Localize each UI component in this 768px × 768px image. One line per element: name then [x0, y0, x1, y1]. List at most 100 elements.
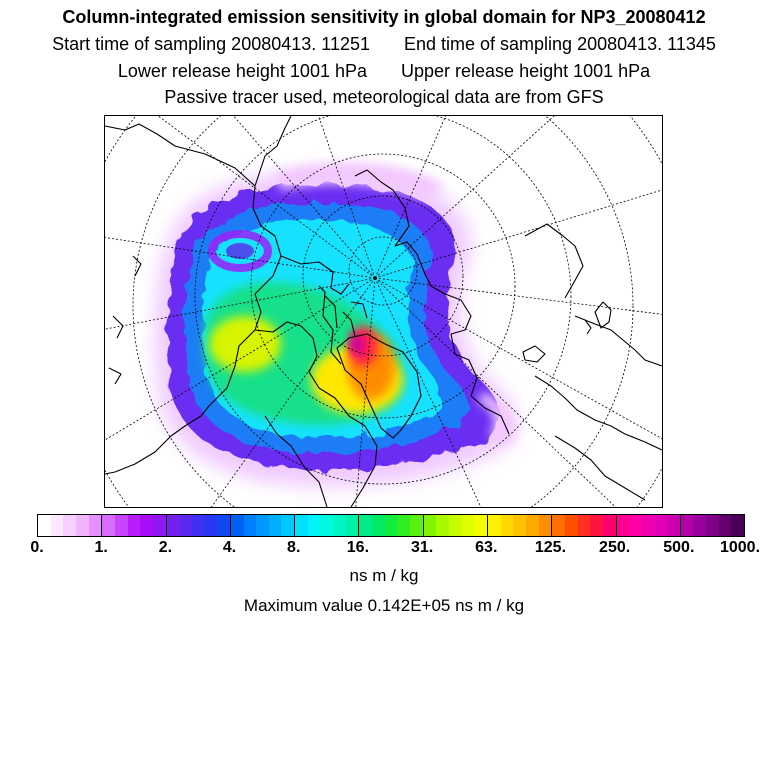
colorbar-segment: [731, 515, 745, 536]
colorbar-segment: [500, 515, 514, 536]
plume-yellow-west: [209, 316, 281, 372]
colorbar-segment: [564, 515, 578, 536]
coastline-north-america: [394, 241, 510, 435]
sampling-times-line: Start time of sampling 20080413. 11251 En…: [0, 33, 768, 55]
colorbar-tick-label: 2.: [158, 539, 173, 556]
latitude-circle-50: [194, 116, 572, 485]
colorbar-segment: [654, 515, 668, 536]
colorbar-segment: [101, 515, 115, 536]
colorbar-segment: [281, 515, 295, 536]
colorbar-segment: [243, 515, 257, 536]
colorbar-segment: [127, 515, 141, 536]
latitude-circle-80: [348, 236, 418, 306]
maximum-value-label: Maximum value 0.142E+05 ns m / kg: [243, 596, 525, 615]
end-time-label: End time of sampling 20080413. 11345: [403, 34, 716, 54]
colorbar-segment: [474, 515, 487, 536]
colorbar-tick-label: 500.: [663, 539, 695, 556]
colorbar-tick-label: 31.: [410, 539, 434, 556]
colorbar-segment: [551, 515, 565, 536]
colorbar-segment: [397, 515, 411, 536]
colorbar-tick-label: 0.: [30, 539, 44, 556]
release-heights-line: Lower release height 1001 hPa Upper relea…: [0, 60, 768, 82]
colorbar-segment: [384, 515, 398, 536]
colorbar-segment: [641, 515, 655, 536]
colorbar-segment: [88, 515, 102, 536]
coastline-europe: [264, 415, 328, 507]
colorbar-tick-label: 1000.: [719, 539, 761, 556]
colorbar-segment: [268, 515, 282, 536]
vortex-ring: [208, 230, 272, 272]
latitude-circle-60: [250, 153, 516, 419]
colorbar-tick-label: 8.: [287, 539, 301, 556]
colorbar-segment: [513, 515, 526, 536]
colorbar-segment: [615, 515, 630, 536]
colorbar-segment: [679, 515, 694, 536]
meridian: [374, 277, 617, 507]
colorbar-segment: [114, 515, 128, 536]
meridian: [374, 116, 555, 279]
colorbar-segment: [333, 515, 346, 536]
tracer-note: Passive tracer used, meteorological data…: [164, 87, 604, 107]
coastline-east-asia-islands: [108, 255, 142, 385]
fringe-north: [275, 162, 445, 200]
colorbar-segment: [461, 515, 475, 536]
colorbar-tick-label: 16.: [346, 539, 370, 556]
colorbar-segment: [577, 515, 591, 536]
colorbar-segment: [204, 515, 218, 536]
colorbar-segment: [294, 515, 308, 536]
colorbar-tick-label: 250.: [599, 539, 631, 556]
upper-release-label: Upper release height 1001 hPa: [401, 61, 651, 81]
colorbar-tick-label: 125.: [534, 539, 567, 556]
coastline-kamchatka: [254, 116, 292, 187]
plume-magenta-spot: [350, 334, 364, 354]
colorbar-segment: [140, 515, 153, 536]
coastline-atlantic-europe: [524, 223, 662, 367]
meridian: [105, 277, 376, 330]
colorbar-segment: [191, 515, 205, 536]
lower-release-label: Lower release height 1001 hPa: [117, 61, 367, 81]
colorbar-segment: [693, 515, 707, 536]
colorbar-segment: [63, 515, 76, 536]
colorbar-segment: [345, 515, 359, 536]
meridian: [105, 277, 376, 441]
coastline-alaska: [354, 169, 410, 247]
coastline-scandinavia: [254, 321, 378, 507]
colorbar-segment: [590, 515, 603, 536]
colorbar-segment: [538, 515, 552, 536]
vortex-center: [226, 243, 254, 259]
colorbar-segment: [307, 515, 321, 536]
coastline-mediterranean: [534, 375, 662, 501]
colorbar-segment: [718, 515, 732, 536]
meridian: [210, 277, 376, 507]
colorbar-units: ns m / kg: [349, 566, 419, 585]
meridian: [374, 189, 662, 279]
coastline-iceland: [522, 345, 546, 363]
colorbar-tick-label: 4.: [222, 539, 237, 556]
graticule: [105, 116, 662, 507]
colorbar-segment: [449, 515, 462, 536]
colorbar-segment: [152, 515, 166, 536]
latitude-circle-40: [132, 116, 634, 507]
colorbar-segment: [217, 515, 230, 536]
emission-sensitivity-map: [104, 115, 663, 508]
colorbar: [37, 514, 745, 537]
colorbar-tick-label: 1.: [94, 539, 108, 556]
colorbar-segment: [706, 515, 719, 536]
latitude-circle-70: [302, 195, 464, 357]
fringe-east: [477, 392, 515, 446]
colorbar-segment: [525, 515, 539, 536]
coastlines: [105, 116, 662, 507]
colorbar-segment: [358, 515, 373, 536]
colorbar-segment: [229, 515, 244, 536]
coastline-siberia: [280, 255, 350, 295]
colorbar-segment: [320, 515, 334, 536]
colorbar-segment: [629, 515, 642, 536]
colorbar-segment: [256, 515, 269, 536]
colorbar-segment: [410, 515, 423, 536]
coastline-canada-arctic: [318, 285, 368, 365]
map-canvas: [105, 116, 662, 507]
coastline-uk: [584, 301, 612, 335]
colorbar-segment: [38, 515, 51, 536]
coastline-greenland: [336, 333, 422, 439]
colorbar-segment: [422, 515, 437, 536]
